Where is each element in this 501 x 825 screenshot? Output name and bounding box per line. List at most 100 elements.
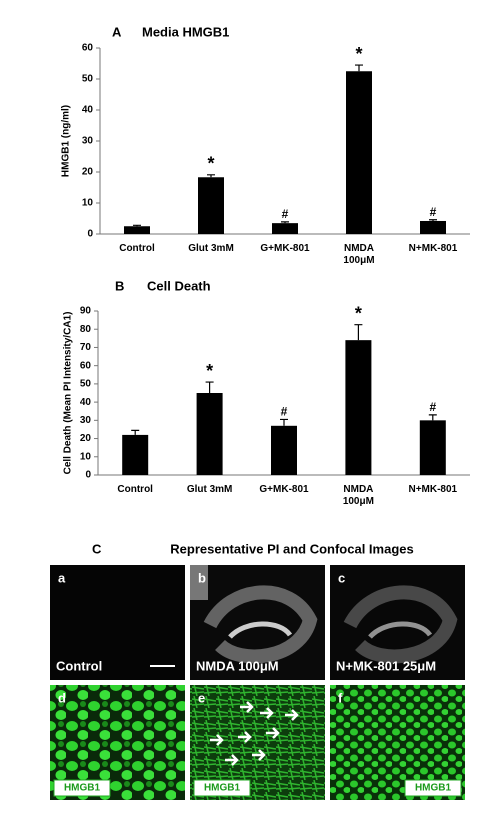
bar: [122, 434, 149, 475]
error-bar: [429, 219, 437, 221]
bar: [346, 71, 372, 234]
bar: [124, 226, 150, 234]
bar: [420, 220, 446, 234]
y-tick-label: 80: [80, 324, 92, 335]
y-tick-label: 10: [82, 198, 94, 209]
panel-title: Representative PI and Confocal Images: [170, 541, 413, 556]
tile-letter: d: [58, 690, 66, 705]
arrow: [210, 734, 224, 746]
dentate: [228, 621, 293, 639]
caption-box: [404, 779, 462, 797]
tissue-edge: [190, 565, 208, 600]
y-tick-label: 20: [82, 167, 94, 178]
x-tick-label: N+MK-801: [408, 243, 458, 254]
arrow: [252, 749, 266, 761]
y-tick-label: 50: [82, 74, 94, 85]
error-bar: [354, 324, 363, 341]
x-tick-label: NMDA 100μM: [342, 484, 374, 507]
x-tick-label: N+MK-801: [408, 484, 458, 495]
y-tick-label: 0: [87, 229, 93, 240]
y-tick-label: 50: [80, 379, 92, 390]
tile-caption: Control: [56, 658, 102, 673]
arrow: [260, 707, 274, 719]
panel-letter: B: [115, 278, 124, 293]
significance-marker: *: [355, 44, 362, 64]
y-tick-label: 30: [80, 415, 92, 426]
micrograph: [50, 565, 185, 680]
y-tick-label: 40: [82, 105, 94, 116]
error-bar: [428, 414, 437, 421]
bar: [198, 177, 224, 234]
significance-marker: *: [207, 154, 214, 174]
bar: [272, 223, 298, 234]
tile-caption: N+MK-801 25μM: [336, 658, 436, 673]
dentate: [368, 621, 433, 639]
y-tick-label: 0: [85, 470, 91, 481]
y-tick-label: 90: [80, 306, 92, 317]
tile-caption: HMGB1: [415, 783, 452, 794]
arrow: [225, 754, 239, 766]
tile-letter: e: [198, 690, 205, 705]
error-bar: [355, 64, 363, 72]
tile-caption: HMGB1: [64, 783, 101, 794]
error-bar: [133, 224, 141, 227]
bar: [271, 425, 297, 475]
tile-caption: NMDA 100μM: [196, 658, 279, 673]
y-tick-label: 10: [80, 451, 92, 462]
bar: [419, 420, 446, 475]
significance-marker: #: [281, 405, 288, 419]
significance-marker: #: [430, 205, 437, 219]
x-tick-label: NMDA 100μM: [343, 243, 375, 266]
image-tile: e HMGB1: [190, 685, 325, 800]
tile-caption: HMGB1: [204, 783, 241, 794]
significance-marker: *: [355, 303, 362, 323]
caption-box: [53, 779, 111, 797]
x-tick-label: Glut 3mM: [188, 243, 234, 254]
y-tick-label: 70: [80, 342, 92, 353]
image-tile: c N+MK-801 25μM: [330, 565, 465, 680]
arrow: [240, 701, 254, 713]
image-tile: f HMGB1: [330, 685, 465, 800]
hippocampus: [203, 585, 318, 664]
x-tick-label: Glut 3mM: [186, 484, 233, 495]
error-bar: [281, 221, 289, 224]
y-tick-label: 60: [80, 360, 92, 371]
y-tick-label: 40: [80, 397, 92, 408]
arrow: [238, 731, 252, 743]
tile-letter: a: [58, 570, 66, 585]
significance-marker: #: [429, 400, 436, 414]
x-tick-label: G+MK-801: [260, 243, 310, 254]
tile-letter: c: [338, 570, 345, 585]
caption-box: [193, 779, 251, 797]
x-tick-label: Control: [119, 243, 155, 254]
chart-title: Media HMGB1: [142, 24, 229, 39]
arrow: [266, 727, 280, 739]
significance-marker: *: [206, 361, 213, 381]
bar: [196, 393, 223, 475]
significance-marker: #: [282, 207, 289, 221]
y-tick-label: 60: [82, 43, 94, 54]
arrow: [285, 709, 299, 721]
y-axis-label: HMGB1 (ng/ml): [61, 105, 72, 177]
chart-title: Cell Death: [147, 278, 211, 293]
error-bar: [131, 429, 140, 435]
panel-letter: C: [92, 541, 102, 556]
error-bar: [205, 381, 214, 393]
y-axis-label: Cell Death (Mean PI Intensity/CA1): [63, 312, 74, 475]
tile-letter: b: [198, 570, 206, 585]
y-tick-label: 30: [82, 136, 94, 147]
y-tick-label: 20: [80, 433, 92, 444]
image-tile: b NMDA 100μM: [190, 565, 325, 680]
error-bar: [207, 174, 215, 178]
bar: [345, 340, 372, 475]
error-bar: [280, 418, 288, 426]
image-tile: d HMGB1: [50, 685, 185, 800]
image-tile: a Control: [50, 565, 185, 680]
x-tick-label: G+MK-801: [259, 484, 309, 495]
x-tick-label: Control: [117, 484, 153, 495]
panel-letter: A: [112, 24, 122, 39]
tile-letter: f: [338, 690, 343, 705]
hippocampus: [343, 585, 458, 664]
